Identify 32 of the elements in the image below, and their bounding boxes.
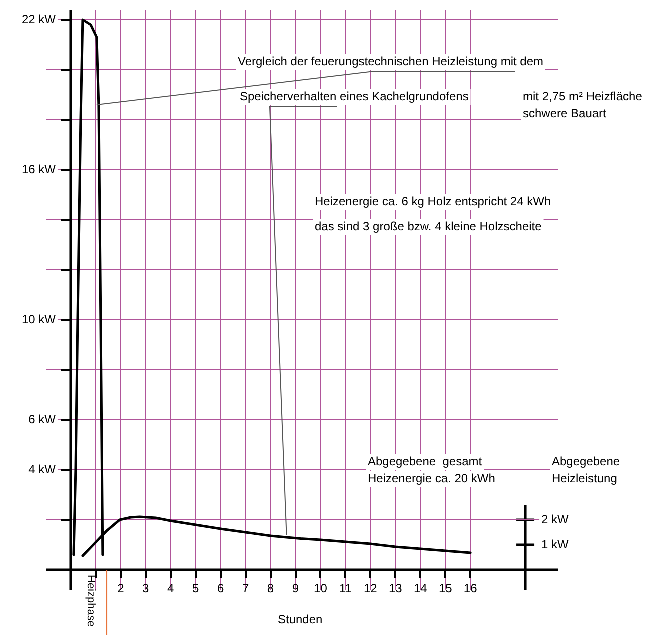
x-tick-label: 14 <box>414 582 428 596</box>
annotation: Abgegebene gesamt Heizenergie ca. 20 kWh <box>368 454 496 486</box>
y2-axis-title: Abgegebene Heizleistung <box>552 454 620 486</box>
y-tick-label: 4 kW <box>28 462 57 476</box>
annotation: mit 2,75 m² Heizfläche <box>523 89 643 104</box>
y-tick-label: 16 kW <box>22 162 57 176</box>
x-tick-label: 13 <box>388 582 403 596</box>
annotation: das sind 3 große bzw. 4 kleine Holzscheite <box>315 219 542 234</box>
x-tick-label: 10 <box>314 582 328 596</box>
x-tick-label: 6 <box>217 582 224 596</box>
x-tick-label: 2 <box>118 582 125 596</box>
x-tick-label: 9 <box>292 582 300 596</box>
annotation: Speicherverhalten eines Kachelgrundofens <box>240 89 469 104</box>
annotation: Vergleich der feuerungstechnischen Heizleistung mit dem <box>238 54 544 68</box>
x-tick-label: 5 <box>192 582 200 596</box>
x-tick-label: 16 <box>464 582 478 596</box>
x-tick-label: 3 <box>142 582 150 596</box>
x-axis-title: Stunden <box>278 612 323 626</box>
x-tick-label: 4 <box>168 582 175 596</box>
x-tick-label: 15 <box>438 582 453 596</box>
y-tick-label: 22 kW <box>22 12 57 26</box>
y2-tick-label: 2 kW <box>542 512 570 526</box>
annotation: Heizenergie ca. 6 kg Holz entspricht 24 kWh <box>315 194 552 208</box>
x-tick-label: 8 <box>267 582 274 596</box>
ref-line-label: Heizphase <box>84 575 97 627</box>
x-tick-label: 12 <box>364 582 378 596</box>
annotation: schwere Bauart <box>523 106 608 120</box>
y2-tick-label: 1 kW <box>542 537 570 552</box>
x-tick-label: 11 <box>339 582 352 596</box>
x-tick-label: 7 <box>242 582 250 596</box>
y-tick-label: 6 kW <box>28 412 57 426</box>
y-tick-label: 10 kW <box>22 312 57 326</box>
